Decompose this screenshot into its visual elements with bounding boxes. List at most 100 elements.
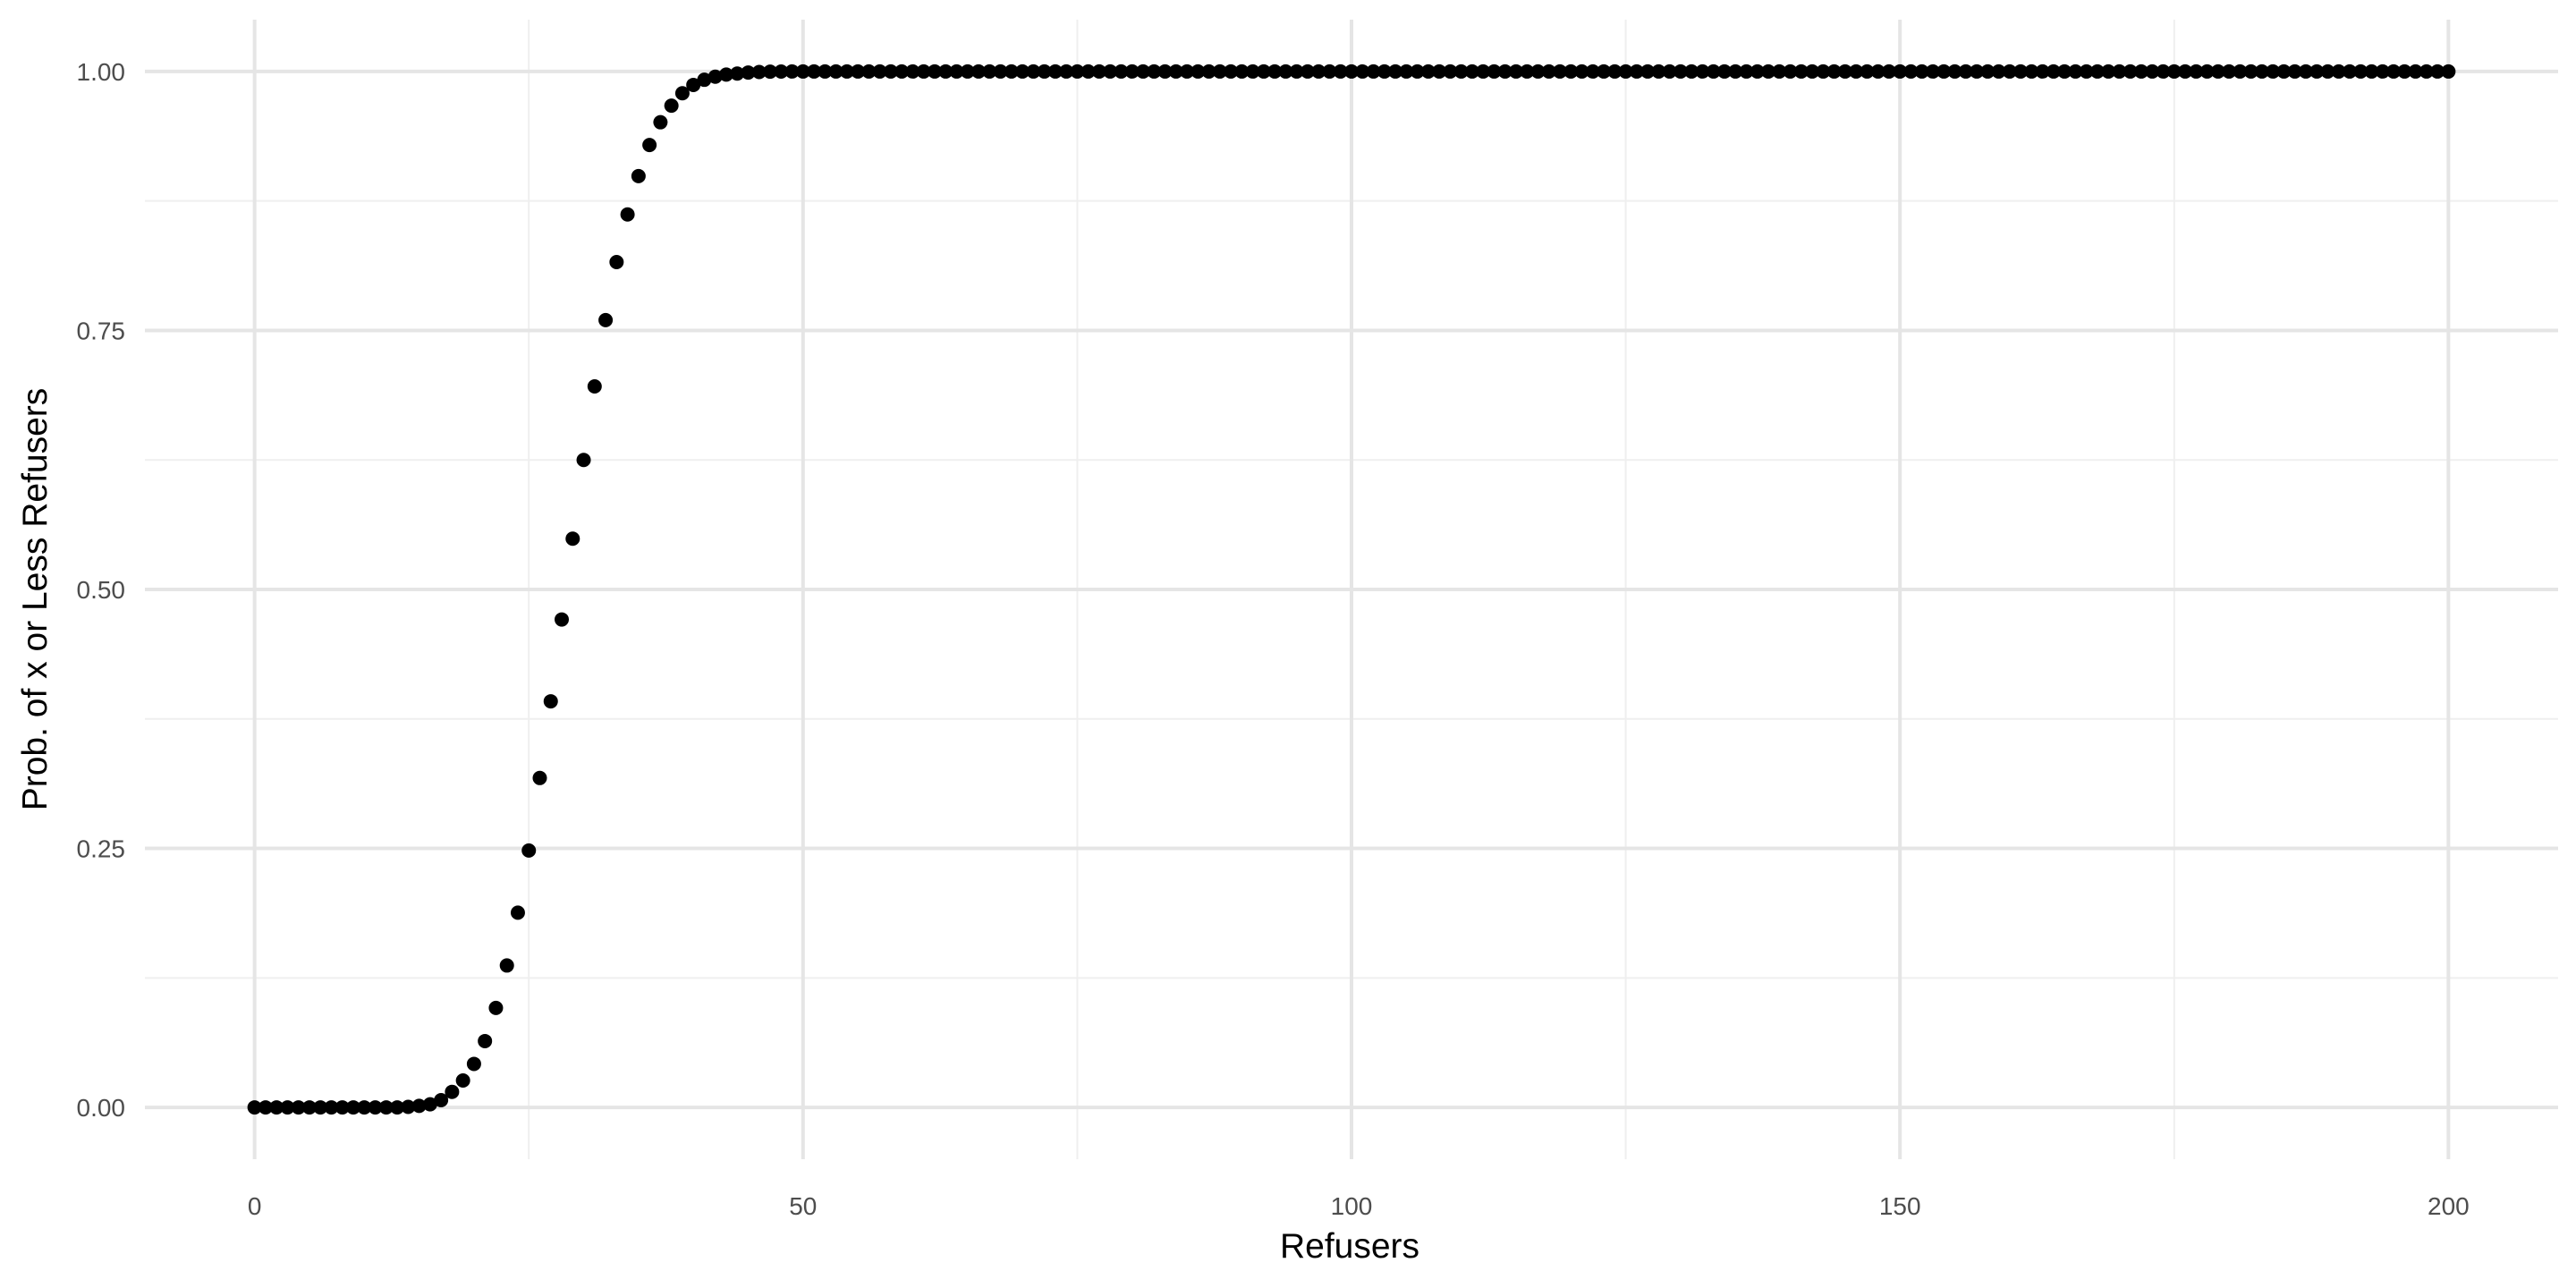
data-point	[2166, 64, 2182, 79]
data-point	[2320, 64, 2335, 79]
data-point	[664, 98, 679, 114]
data-point	[620, 207, 635, 222]
data-point	[1860, 64, 1875, 79]
data-point	[2145, 64, 2160, 79]
data-point	[1410, 64, 1425, 79]
data-point	[1893, 64, 1908, 79]
data-point	[2046, 64, 2061, 79]
data-point	[488, 1000, 504, 1015]
data-point	[1618, 64, 1633, 79]
data-point	[1970, 64, 1985, 79]
data-point	[1925, 64, 1940, 79]
data-point	[1793, 64, 1809, 79]
data-point	[1278, 64, 1293, 79]
data-point	[2057, 64, 2072, 79]
data-point	[499, 958, 514, 973]
data-point	[466, 1056, 481, 1072]
data-point	[1453, 64, 1469, 79]
data-point	[1563, 64, 1579, 79]
data-point	[1497, 64, 1513, 79]
data-point	[905, 64, 920, 79]
data-point	[1772, 64, 1787, 79]
data-point	[1256, 64, 1271, 79]
data-point	[247, 1100, 262, 1115]
data-point	[1070, 64, 1085, 79]
data-point	[609, 255, 624, 270]
data-point	[2441, 64, 2456, 79]
data-point	[2331, 64, 2346, 79]
data-point	[1059, 64, 1074, 79]
data-point	[1114, 64, 1129, 79]
x-tick-label: 150	[1879, 1192, 1921, 1220]
data-point	[1783, 64, 1798, 79]
data-point	[774, 64, 789, 80]
data-point	[401, 1099, 416, 1114]
data-point	[2397, 64, 2412, 79]
data-point	[1212, 64, 1227, 79]
data-point	[587, 378, 602, 394]
data-point	[390, 1100, 405, 1115]
data-point	[598, 312, 614, 327]
data-point	[445, 1084, 460, 1099]
data-point	[2112, 64, 2127, 79]
data-point	[335, 1100, 350, 1115]
data-point	[1530, 64, 1546, 79]
data-point	[653, 114, 668, 130]
data-point	[2199, 64, 2215, 79]
data-point	[818, 64, 833, 79]
x-tick-label: 50	[789, 1192, 817, 1220]
data-point	[2024, 64, 2039, 79]
data-point	[2178, 64, 2193, 79]
data-point	[2210, 64, 2225, 79]
data-point	[1870, 64, 1885, 79]
data-point	[861, 64, 877, 79]
data-point	[2189, 64, 2204, 79]
data-point	[2002, 64, 2017, 79]
data-point	[1333, 64, 1348, 79]
data-point	[1695, 64, 1710, 79]
data-point	[2222, 64, 2237, 79]
data-point	[1168, 64, 1183, 79]
y-axis-tick-labels: 0.00 0.25 0.50 0.75 1.00	[77, 58, 126, 1122]
data-point	[1541, 64, 1556, 79]
data-point	[2419, 64, 2434, 79]
data-point	[422, 1097, 437, 1112]
data-point	[2089, 64, 2105, 79]
data-point	[631, 168, 646, 183]
data-point	[1147, 64, 1162, 79]
data-point	[258, 1100, 273, 1115]
data-point	[697, 72, 712, 88]
data-point	[1191, 64, 1206, 79]
data-point	[916, 64, 931, 79]
data-point	[807, 64, 822, 79]
data-point	[1849, 64, 1864, 79]
data-point	[1958, 64, 1973, 79]
data-point	[1651, 64, 1666, 79]
data-point	[2079, 64, 2094, 79]
data-point	[1936, 64, 1952, 79]
data-point	[1124, 64, 1140, 79]
data-point	[1706, 64, 1721, 79]
data-point	[521, 843, 537, 858]
data-point	[1947, 64, 1962, 79]
data-point	[1026, 64, 1041, 79]
data-point	[1289, 64, 1304, 79]
data-point	[1432, 64, 1447, 79]
data-point	[1837, 64, 1852, 79]
data-point	[1037, 64, 1052, 79]
data-point	[971, 64, 987, 79]
data-point	[1826, 64, 1842, 79]
data-point	[1487, 64, 1502, 79]
data-point	[455, 1072, 470, 1088]
data-point	[368, 1100, 383, 1115]
data-point	[938, 64, 953, 79]
data-point	[301, 1100, 317, 1115]
data-point	[2408, 64, 2423, 79]
data-point	[642, 138, 657, 153]
data-point	[795, 64, 810, 79]
data-point	[1553, 64, 1568, 79]
data-point	[1640, 64, 1656, 79]
data-point	[883, 64, 898, 79]
data-point	[1388, 64, 1403, 79]
data-point	[763, 64, 778, 80]
